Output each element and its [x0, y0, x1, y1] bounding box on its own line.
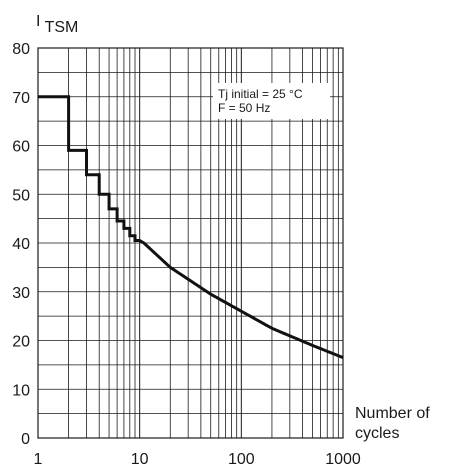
y-tick-label: 70: [12, 90, 30, 107]
annotation-tj-initial: Tj initial = 25 °C: [218, 87, 303, 101]
y-axis-title: I TSM: [36, 13, 78, 36]
plot-frame: [37, 47, 344, 439]
x-tick-label: 10: [131, 451, 149, 468]
series-line-step-and-curve: [38, 95, 344, 359]
grid-lines: [38, 48, 343, 438]
tick-labels: 0 10 20 30 40 50 60 70 80 1 10 100 1000: [12, 41, 361, 468]
x-tick-label: 1: [34, 451, 43, 468]
y-tick-label: 50: [12, 187, 30, 204]
y-tick-label: 10: [12, 382, 30, 399]
x-tick-label: 1000: [325, 451, 361, 468]
x-tick-label: 100: [228, 451, 255, 468]
y-tick-label: 30: [12, 285, 30, 302]
y-axis-title-main: I: [36, 13, 40, 30]
y-tick-label: 40: [12, 236, 30, 253]
y-axis-title-sub: TSM: [45, 19, 79, 36]
y-tick-label: 20: [12, 334, 30, 351]
y-tick-label: 0: [21, 431, 30, 448]
y-tick-label: 60: [12, 139, 30, 156]
annotation-box: [213, 83, 330, 119]
y-tick-label: 80: [12, 41, 30, 58]
x-axis-title-line1: Number of: [355, 405, 430, 422]
x-axis-title-line2: cycles: [355, 425, 399, 442]
annotation-frequency: F = 50 Hz: [218, 101, 270, 115]
